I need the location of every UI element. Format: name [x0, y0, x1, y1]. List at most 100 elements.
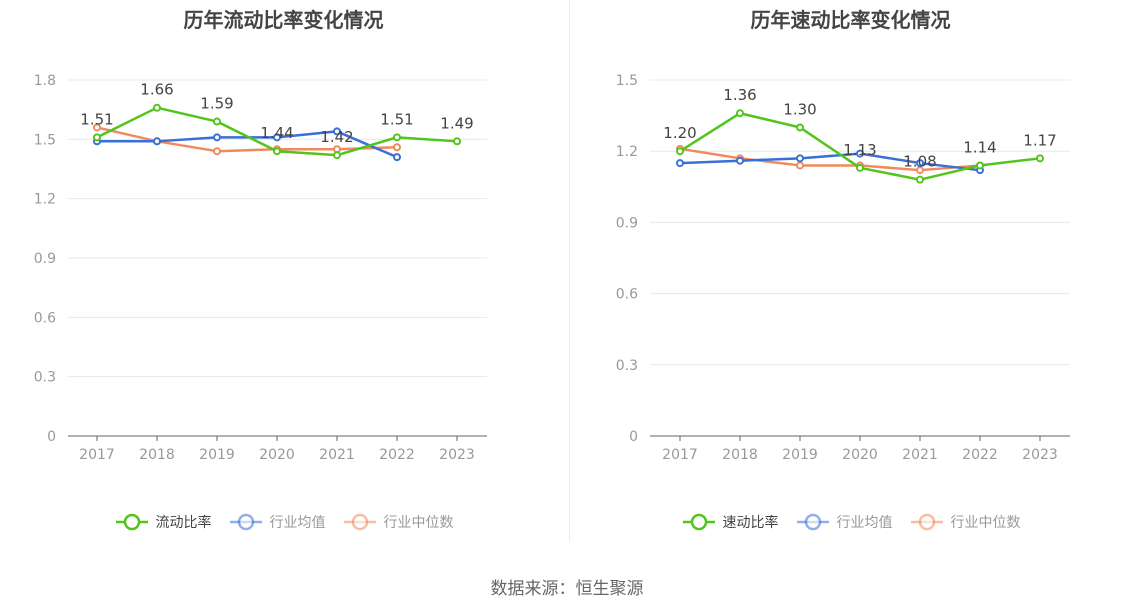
legend-item[interactable]: 流动比率	[114, 510, 212, 534]
x-tick-label: 2017	[79, 447, 115, 463]
data-point	[736, 109, 744, 118]
data-label: 1.59	[200, 95, 233, 113]
y-tick-label: 0.6	[616, 287, 638, 303]
data-label: 1.36	[723, 86, 756, 104]
x-tick-label: 2023	[1022, 447, 1058, 463]
data-label: 1.30	[783, 100, 816, 118]
data-source-note: 数据来源：恒生聚源	[490, 579, 644, 599]
data-point	[273, 147, 281, 156]
series-line-2	[96, 126, 398, 153]
legend-circle	[690, 513, 707, 531]
data-point	[916, 166, 924, 175]
y-tick-label: 1.5	[34, 132, 56, 148]
data-label: 1.42	[320, 128, 353, 146]
data-point	[856, 163, 864, 172]
data-point	[333, 151, 341, 160]
data-point	[856, 149, 864, 158]
data-label: 1.14	[963, 138, 996, 156]
series-line-2	[679, 147, 981, 172]
quick-ratio-chart: 0 0.3 0.6 0.9 1.2 1.5 2017 2018 2019 2020 2021 2022…	[616, 73, 1070, 463]
data-point	[676, 159, 684, 168]
y-tick-label: 0	[629, 429, 638, 445]
x-tick-label: 2017	[662, 447, 698, 463]
chart-legend: 流动比率 行业均值 行业中位数	[0, 510, 567, 534]
legend-item[interactable]: 速动比率	[681, 510, 779, 534]
legend-label: 行业均值	[836, 515, 893, 531]
data-point	[93, 123, 101, 132]
x-tick-label: 2018	[139, 447, 175, 463]
legend-item[interactable]: 行业中位数	[342, 510, 454, 534]
chart-title: 历年速动比率变化情况	[750, 8, 951, 32]
legend-circle	[351, 513, 368, 531]
x-tick-label: 2019	[782, 447, 818, 463]
data-point	[273, 133, 281, 142]
legend-item[interactable]: 行业均值	[228, 510, 326, 534]
y-tick-label: 1.2	[34, 192, 56, 208]
x-tick-label: 2020	[259, 447, 295, 463]
data-point	[916, 159, 924, 168]
data-point	[333, 127, 341, 136]
data-point	[796, 154, 804, 163]
y-tick-label: 1.8	[34, 73, 56, 89]
legend-item[interactable]: 行业均值	[795, 510, 893, 534]
legend-marker-icon	[343, 513, 376, 531]
data-point	[676, 147, 684, 156]
legend-circle	[918, 513, 935, 531]
legend-label: 速动比率	[722, 515, 779, 531]
current-ratio-chart: 0 0.3 0.6 0.9 1.2 1.5 1.8 2017 2018 2019 2020 2021 2…	[34, 73, 487, 463]
y-tick-label: 0.3	[34, 370, 56, 386]
y-tick-label: 0.9	[616, 215, 638, 231]
y-tick-label: 1.5	[616, 73, 638, 89]
data-label: 1.44	[260, 124, 293, 142]
data-point	[453, 137, 461, 146]
data-point	[393, 143, 401, 152]
y-tick-label: 1.2	[616, 144, 638, 160]
data-point	[153, 103, 161, 112]
y-tick-label: 0.6	[34, 310, 56, 326]
data-point	[796, 161, 804, 170]
legend-label: 行业均值	[269, 515, 326, 531]
x-tick-label: 2018	[722, 447, 758, 463]
data-point	[153, 137, 161, 146]
data-label: 1.20	[663, 124, 696, 142]
current-ratio-panel: 历年流动比率变化情况 0 0.3 0.6 0.9 1.2 1.5 1.8 2017 2018 20…	[0, 0, 567, 560]
data-point	[1036, 154, 1044, 163]
data-point	[213, 117, 221, 126]
data-label: 1.08	[903, 153, 936, 171]
legend-marker-icon	[115, 513, 148, 531]
data-label: 1.51	[380, 110, 413, 128]
data-label: 1.17	[1023, 131, 1056, 149]
legend-label: 行业中位数	[383, 515, 454, 531]
x-tick-label: 2019	[199, 447, 235, 463]
x-tick-label: 2023	[439, 447, 475, 463]
y-tick-label: 0	[47, 429, 56, 445]
data-point	[796, 123, 804, 132]
x-tick-label: 2022	[962, 447, 998, 463]
series-line-1	[679, 152, 981, 172]
x-tick-label: 2022	[379, 447, 415, 463]
data-point	[213, 133, 221, 142]
data-point	[393, 133, 401, 142]
legend-marker-icon	[229, 513, 262, 531]
legend-label: 行业中位数	[950, 515, 1021, 531]
legend-circle	[123, 513, 140, 531]
x-tick-label: 2021	[319, 447, 355, 463]
legend-marker-icon	[682, 513, 715, 531]
y-tick-label: 0.9	[34, 251, 56, 267]
data-label: 1.13	[843, 141, 876, 159]
legend-circle	[237, 513, 254, 531]
legend-item[interactable]: 行业中位数	[909, 510, 1021, 534]
legend-marker-icon	[910, 513, 943, 531]
data-point	[736, 156, 744, 165]
chart-title: 历年流动比率变化情况	[183, 8, 384, 32]
legend-label: 流动比率	[155, 515, 212, 531]
data-point	[393, 153, 401, 162]
y-tick-label: 0.3	[616, 358, 638, 374]
x-tick-label: 2021	[902, 447, 938, 463]
chart-legend: 速动比率 行业均值 行业中位数	[567, 510, 1134, 534]
data-label: 1.66	[140, 81, 173, 99]
x-tick-label: 2020	[842, 447, 878, 463]
data-label: 1.51	[80, 110, 113, 128]
data-point	[976, 161, 984, 170]
legend-circle	[804, 513, 821, 531]
